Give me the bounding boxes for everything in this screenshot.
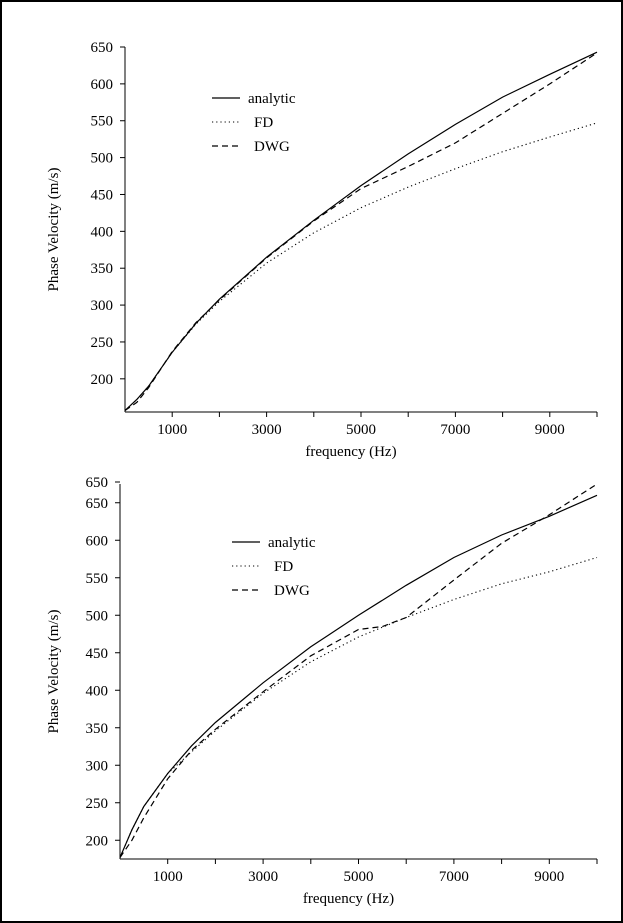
y-tick-label: 600 [86,533,109,549]
y-tick-label: 600 [91,77,114,93]
x-axis-label: frequency (Hz) [303,891,394,907]
y-tick-label: 500 [86,608,109,624]
y-tick-label: 200 [91,372,114,388]
y-tick-label: 350 [86,721,109,737]
y-tick-label: 650 [86,496,109,512]
legend-label-fd: FD [254,115,273,131]
x-tick-label: 9000 [534,869,564,885]
x-tick-label: 5000 [344,869,374,885]
series-line-fd [119,556,598,858]
x-tick-label: 9000 [535,422,565,438]
y-tick-label: 500 [91,151,114,167]
y-tick-label: 250 [91,335,114,351]
y-tick-label: 250 [86,796,109,812]
series-line-dwg [124,52,598,411]
x-tick-label: 7000 [439,869,469,885]
x-tick-label: 1000 [153,869,183,885]
y-tick-label: 300 [86,758,109,774]
series-line-analytic [124,51,598,411]
y-tick-label: 550 [86,571,109,587]
series-line-analytic [119,494,598,858]
legend-label-dwg: DWG [274,583,310,599]
y-axis-label: Phase Velocity (m/s) [46,610,62,734]
x-tick-label: 7000 [440,422,470,438]
y-tick-label: 650 [91,40,114,56]
x-tick-label: 1000 [157,422,187,438]
legend-label-analytic: analytic [248,91,296,107]
y-tick-label: 400 [91,224,114,240]
y-tick-label: 650 [86,475,109,491]
legend-label-dwg: DWG [254,139,290,155]
y-tick-label: 400 [86,683,109,699]
y-axis-label: Phase Velocity (m/s) [46,168,62,292]
y-tick-label: 450 [86,646,109,662]
y-tick-label: 550 [91,114,114,130]
x-tick-label: 3000 [252,422,282,438]
series-line-dwg [119,483,598,858]
x-tick-label: 5000 [346,422,376,438]
x-axis-label: frequency (Hz) [305,444,396,460]
top-chart: 200 250 300 350 400 450 500 550 600 650 1000 3000 50… [46,40,598,460]
y-tick-label: 200 [86,833,109,849]
y-tick-label: 350 [91,261,114,277]
y-tick-label: 450 [91,187,114,203]
y-tick-label: 300 [91,298,114,314]
series-line-fd [124,122,598,411]
x-tick-label: 3000 [248,869,278,885]
legend-label-analytic: analytic [268,535,316,551]
legend-label-fd: FD [274,559,293,575]
bottom-chart: 200 250 300 350 400 450 500 550 600 650 650 1000 300… [46,475,598,907]
